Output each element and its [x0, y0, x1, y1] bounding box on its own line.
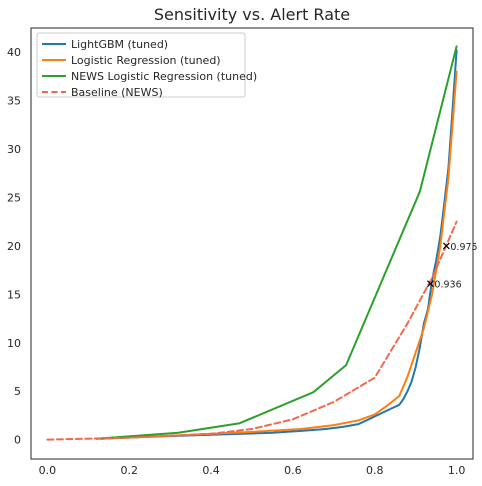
legend: LightGBM (tuned) Logistic Regression (tun… [36, 32, 257, 99]
annotation-marker-2 [427, 280, 434, 288]
legend-entry: Logistic Regression (tuned) [42, 54, 221, 67]
y-tick-label: 20 [7, 240, 21, 253]
x-axis-ticks: 0.0 0.2 0.4 0.6 0.8 1.0 [39, 464, 466, 477]
y-tick-label: 30 [7, 143, 21, 156]
annotation-layer: 0.975 0.936 [427, 242, 478, 291]
annotation-marker-1 [442, 242, 450, 250]
series-line-2 [95, 70, 458, 440]
legend-entry: NEWS Logistic Regression (tuned) [42, 70, 257, 83]
plot-frame [30, 27, 474, 460]
x-tick-label: 0.4 [202, 464, 220, 477]
series-line-1 [99, 49, 458, 440]
y-tick-label: 35 [7, 95, 21, 108]
series-line-4 [46, 220, 458, 441]
series-layer [46, 45, 458, 441]
annotation-label-2: 0.936 [434, 280, 461, 291]
legend-label: NEWS Logistic Regression (tuned) [71, 70, 257, 83]
x-tick-label: 0.8 [366, 464, 384, 477]
x-tick-label: 0.2 [120, 464, 138, 477]
legend-frame [36, 32, 246, 98]
legend-entry: LightGBM (tuned) [42, 38, 168, 51]
chart-title: Sensitivity vs. Alert Rate [154, 5, 350, 24]
legend-entries: LightGBM (tuned) Logistic Regression (tun… [42, 38, 257, 99]
legend-label: Logistic Regression (tuned) [71, 54, 221, 67]
y-tick-label: 0 [14, 434, 21, 447]
y-axis-ticks: 0 5 10 15 20 25 30 35 40 [7, 46, 21, 446]
y-tick-label: 15 [7, 288, 21, 301]
y-tick-label: 5 [14, 385, 21, 398]
y-tick-label: 25 [7, 191, 21, 204]
series-line-3 [95, 45, 458, 440]
x-tick-label: 0.0 [39, 464, 57, 477]
x-tick-label: 1.0 [448, 464, 466, 477]
legend-label: LightGBM (tuned) [71, 38, 168, 51]
x-tick-label: 0.6 [284, 464, 302, 477]
annotation-label-1: 0.975 [450, 242, 477, 253]
y-tick-label: 10 [7, 337, 21, 350]
y-tick-label: 40 [7, 46, 21, 59]
legend-label: Baseline (NEWS) [71, 86, 163, 99]
legend-entry: Baseline (NEWS) [42, 86, 163, 99]
